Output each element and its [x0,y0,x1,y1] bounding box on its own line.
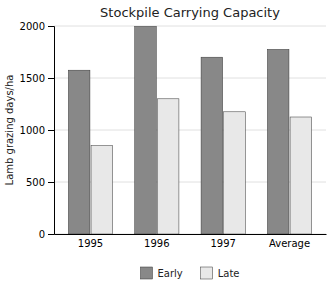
tick-label: Average [269,238,310,249]
bar-series [68,26,289,234]
tick: 1997 [210,238,235,249]
tick-label: 1997 [210,238,235,249]
tick: 1500 [20,73,54,84]
bar [135,26,157,234]
legend-swatch [140,267,152,279]
grid [54,26,326,234]
bar [157,99,179,234]
legend-label: Late [218,268,240,279]
legend-item: Early [140,267,182,279]
bar-series [91,99,312,234]
tick-label: 0 [39,229,45,240]
tick: 500 [26,177,54,188]
axis-line [55,234,327,235]
tick-label: 1000 [20,125,45,136]
y-axis-label: Lamb grazing days/ha [4,75,15,186]
legend-swatch [201,267,213,279]
plot-area: 0 500 1000 1500 2000 1995 1996 1997 Average [20,21,327,249]
axis-line [48,27,55,235]
legend-label: Early [157,268,182,279]
chart-container: 0 500 1000 1500 2000 1995 1996 1997 Average Stock… [0,0,336,288]
tick: Average [269,238,310,249]
legend: Early Late [140,267,239,279]
tick-label: 1995 [78,238,103,249]
tick-mark [48,26,54,27]
tick: 2000 [20,21,54,32]
tick-mark [48,130,54,131]
tick: 1995 [78,238,103,249]
tick: 0 [39,229,54,240]
title: Stockpile Carrying Capacity [100,5,280,20]
x-axis: 1995 1996 1997 Average [55,235,327,250]
tick-mark [48,78,54,79]
tick-label: 1500 [20,73,45,84]
bar [224,112,246,234]
chart-svg: 0 500 1000 1500 2000 1995 1996 1997 Average Stock… [0,0,336,288]
bars [68,26,311,234]
grid-line [54,26,326,27]
tick-mark [48,234,54,235]
bar [290,117,312,234]
y-axis: 0 500 1000 1500 2000 [20,21,55,240]
legend-item: Late [201,267,240,279]
bar [91,146,113,234]
tick-mark [48,182,54,183]
bar [267,49,289,234]
tick: 1996 [144,238,169,249]
tick: 1000 [20,125,54,136]
bar [201,57,223,234]
bar [68,70,90,234]
tick-label: 1996 [144,238,169,249]
tick-label: 500 [26,177,45,188]
tick-label: 2000 [20,21,45,32]
